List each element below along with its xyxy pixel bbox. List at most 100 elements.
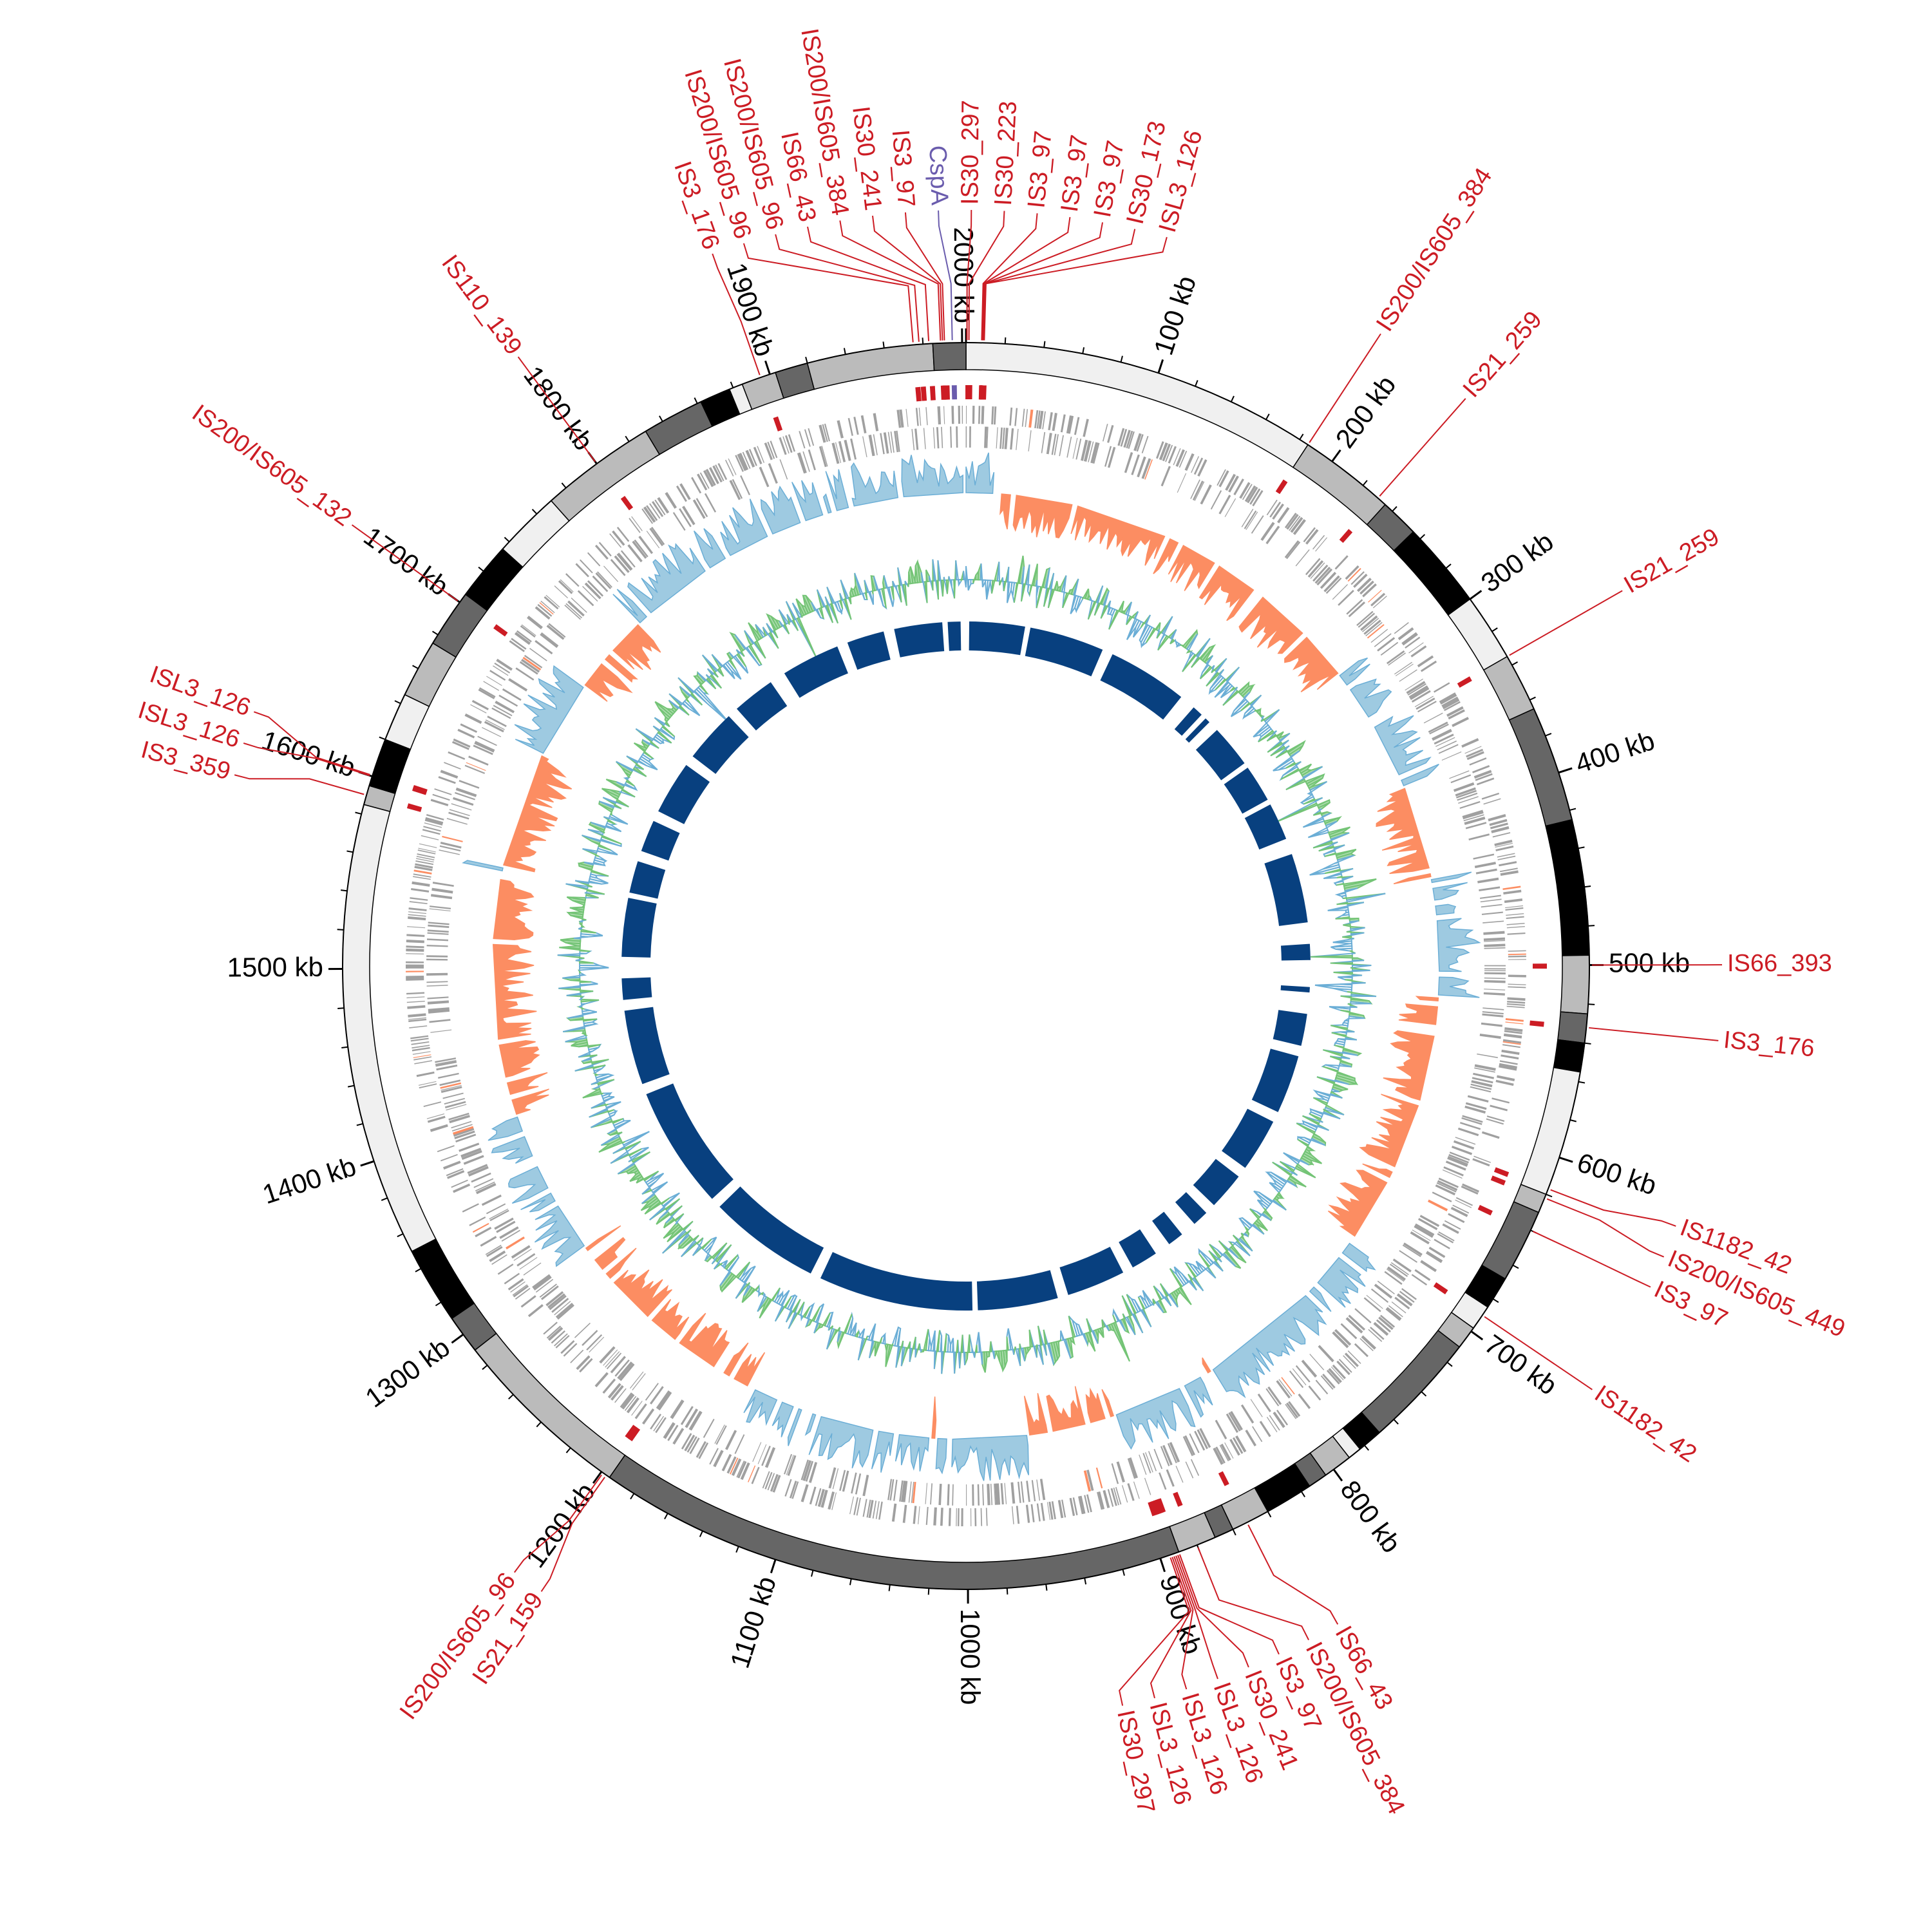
inner-block (1273, 1010, 1307, 1046)
gene-mark (1232, 1437, 1244, 1454)
gene-mark (471, 1172, 491, 1183)
gene-mark (406, 996, 425, 999)
gene-mark (1360, 615, 1378, 631)
gene-mark (655, 1417, 667, 1434)
gene-mark (782, 436, 790, 454)
gene-mark (656, 1390, 670, 1410)
gene-mark (448, 811, 469, 820)
gene-mark (1396, 1293, 1413, 1307)
gene-mark (1123, 430, 1131, 448)
gene-mark (520, 658, 540, 673)
gene-mark (595, 572, 612, 589)
gene-mark (406, 1000, 425, 1003)
minor-tick (356, 1122, 363, 1126)
gene-mark (1363, 1297, 1381, 1312)
gene-mark (435, 1060, 457, 1065)
gene-mark (1426, 1251, 1443, 1263)
gene-mark (1322, 1373, 1336, 1388)
gene-mark (1387, 1266, 1406, 1281)
gene-mark (511, 638, 527, 650)
gene-mark (629, 1371, 644, 1389)
gene-mark (440, 1153, 458, 1162)
gene-mark (484, 721, 504, 733)
gene-mark (406, 948, 424, 952)
gene-mark (426, 814, 444, 820)
gene-mark (770, 1473, 779, 1492)
gene-mark (1340, 1323, 1358, 1340)
minor-tick (630, 1493, 635, 1500)
gene-mark (614, 1359, 630, 1377)
gene-mark (1103, 1490, 1110, 1508)
gene-mark (1145, 1452, 1153, 1473)
gene-mark (887, 1479, 893, 1501)
gene-mark (1402, 1244, 1421, 1258)
label-leader-line (1532, 1231, 1651, 1288)
gene-mark (478, 688, 495, 699)
gene-mark (1192, 480, 1204, 501)
gene-mark (687, 1436, 697, 1453)
gene-mark (587, 552, 601, 567)
gene-mark (449, 1115, 470, 1124)
gene-mark (1072, 437, 1078, 459)
gene-mark (1218, 495, 1231, 515)
gc-content-segment (1311, 954, 1358, 959)
gene-mark (1194, 481, 1205, 501)
gene-mark (469, 1216, 486, 1226)
gene-mark (950, 426, 952, 448)
gene-mark (703, 1419, 715, 1438)
gene-mark (752, 1442, 762, 1462)
gene-mark (460, 1148, 482, 1158)
minor-tick (882, 341, 885, 348)
gene-mark (1197, 1429, 1209, 1450)
gene-mark (1308, 1385, 1321, 1401)
gene-mark (1312, 564, 1329, 582)
label-leader-line (1175, 1555, 1218, 1680)
gene-mark (453, 738, 471, 748)
gene-mark (1328, 1368, 1342, 1383)
gene-mark (1501, 1054, 1519, 1060)
gene-mark (527, 616, 543, 630)
gene-mark (485, 1244, 502, 1255)
gene-mark (1153, 1448, 1163, 1470)
gene-mark (576, 1355, 591, 1370)
gene-mark (1031, 1480, 1036, 1502)
gene-mark (1083, 419, 1089, 437)
gene-mark (459, 1142, 480, 1152)
gene-mark (426, 958, 448, 961)
inner-block (641, 820, 680, 861)
gene-mark (1389, 1264, 1408, 1277)
gene-mark (1141, 458, 1151, 479)
gene-mark (406, 934, 425, 937)
gene-mark (1432, 730, 1452, 741)
gene-mark (1414, 1225, 1434, 1238)
gene-mark (1097, 1491, 1105, 1510)
gene-mark (1284, 513, 1297, 529)
gene-mark (471, 699, 489, 710)
gene-mark (1473, 1155, 1491, 1163)
gene-mark (1285, 1403, 1297, 1419)
gene-mark (430, 799, 449, 806)
gene-mark (419, 843, 437, 848)
gc-skew-positive-area (1284, 636, 1339, 693)
gene-mark (1479, 886, 1501, 891)
label-leader-line (807, 226, 930, 341)
gc-skew-positive-area (502, 755, 573, 873)
gc-skew-negative-area (851, 462, 899, 507)
gene-mark (1166, 1469, 1175, 1487)
gene-mark (1401, 1288, 1417, 1300)
gene-mark (437, 1145, 455, 1153)
gene-mark (408, 911, 427, 914)
gene-mark (1093, 442, 1100, 464)
gene-mark (1116, 1461, 1125, 1482)
gene-mark (1495, 846, 1514, 851)
gene-mark (772, 1475, 781, 1493)
gene-mark (1191, 456, 1199, 473)
gene-mark (426, 944, 448, 947)
minor-tick (508, 1394, 514, 1400)
gene-mark (425, 817, 444, 824)
gene-mark (1500, 870, 1519, 876)
gene-mark (1059, 435, 1064, 457)
gene-mark (1110, 1488, 1117, 1506)
gene-mark (1484, 965, 1506, 967)
gene-mark (1177, 473, 1187, 493)
